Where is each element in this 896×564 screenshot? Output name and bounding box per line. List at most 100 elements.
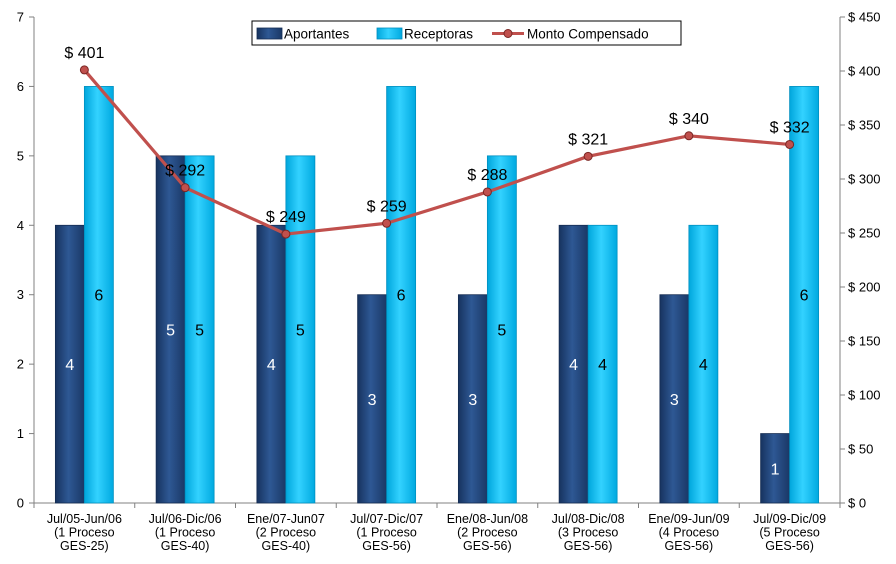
- bar-aportantes: [357, 294, 388, 504]
- bar-aportantes: [155, 155, 186, 504]
- bar-label-aportantes: 3: [368, 392, 377, 409]
- legend-label-aportantes: Aportantes: [284, 27, 350, 42]
- y-left-tick-label: 7: [17, 10, 24, 25]
- line-point: [785, 139, 795, 149]
- bar-receptoras: [184, 155, 215, 504]
- x-tick-label: Jul/05-Jun/06 (1 Proceso GES-25): [47, 512, 122, 553]
- y-right-tick-label: $ 0: [848, 496, 866, 511]
- y-right-tick-label: $ 350: [848, 118, 881, 133]
- x-tick-label-line: (5 Proceso: [759, 526, 819, 540]
- x-tick-label-line: (1 Proceso: [356, 526, 416, 540]
- x-tick-label: Ene/08-Jun/08 (2 Proceso GES-56): [447, 512, 528, 553]
- bar-receptoras: [83, 86, 114, 504]
- x-tick-label-line: Jul/07-Dic/07: [350, 512, 423, 526]
- line-series: [79, 65, 795, 239]
- y-right-tick-label: $ 300: [848, 172, 881, 187]
- data-labels: 4 6 5 5 4 5 3 6 3 5 4 4 3 4 1 6 $ 401 $ 292 $ 249 $ 259 $ 28…: [64, 45, 809, 478]
- bar-label-receptoras: 4: [699, 357, 708, 374]
- legend-label-monto: Monto Compensado: [527, 27, 649, 42]
- x-tick-label-line: GES-56): [765, 539, 814, 553]
- legend-label-receptoras: Receptoras: [404, 27, 473, 42]
- line-monto-compensado: [83, 68, 790, 236]
- bar-label-receptoras: 5: [195, 322, 204, 339]
- x-tick-label-line: Jul/09-Dic/09: [753, 512, 826, 526]
- bar-label-receptoras: 6: [94, 288, 103, 305]
- bar-label-aportantes: 4: [65, 357, 74, 374]
- bar-label-aportantes: 3: [670, 392, 679, 409]
- bar-label-receptoras: 6: [800, 288, 809, 305]
- bar-receptoras: [688, 224, 719, 504]
- y-right-tick-label: $ 250: [848, 226, 881, 241]
- bar-receptoras: [587, 224, 618, 504]
- y-left-tick-label: 4: [17, 218, 24, 233]
- x-tick-label: Ene/07-Jun07 (2 Proceso GES-40): [247, 512, 325, 553]
- x-tick-label-line: Ene/07-Jun07: [247, 512, 325, 526]
- line-point-label: $ 292: [165, 163, 205, 180]
- bar-receptoras: [285, 155, 316, 504]
- y-left-tick-label: 6: [17, 79, 24, 94]
- y-left-tick-label: 2: [17, 357, 24, 372]
- x-tick-label: Jul/06-Dic/06 (1 Proceso GES-40): [149, 512, 222, 553]
- x-tick-label-line: Ene/09-Jun/09: [648, 512, 729, 526]
- line-point: [382, 218, 392, 228]
- legend-swatch-marker: [503, 29, 513, 38]
- x-tick-label-line: GES-40): [161, 539, 210, 553]
- y-right-tick-label: $ 150: [848, 334, 881, 349]
- bar-label-receptoras: 6: [397, 288, 406, 305]
- line-point-label: $ 288: [467, 167, 507, 184]
- line-point: [583, 151, 593, 161]
- x-tick-label-line: GES-56): [463, 539, 512, 553]
- x-tick-label-line: GES-56): [665, 539, 714, 553]
- x-tick-label-line: (3 Proceso: [558, 526, 618, 540]
- y-left-tick-label: 5: [17, 148, 24, 163]
- bar-label-aportantes: 4: [569, 357, 578, 374]
- bar-label-aportantes: 4: [267, 357, 276, 374]
- x-tick-label-line: Jul/08-Dic/08: [552, 512, 625, 526]
- axes: 0 1 2 3 4 5 6 7 $ 0 $ 50 $ 100 $ 150 $ 200 $ 250 $ 300…: [17, 10, 881, 554]
- bar-label-receptoras: 5: [296, 322, 305, 339]
- line-point-label: $ 249: [266, 209, 306, 226]
- bar-label-aportantes: 3: [468, 392, 477, 409]
- x-tick-label-line: (1 Proceso: [155, 526, 215, 540]
- bar-label-receptoras: 5: [497, 322, 506, 339]
- legend-swatch-aportantes: [256, 27, 283, 40]
- x-tick-label-line: Jul/06-Dic/06: [149, 512, 222, 526]
- y-right-tick-label: $ 450: [848, 10, 881, 25]
- x-tick-label-line: GES-25): [60, 539, 109, 553]
- bar-aportantes: [256, 224, 287, 504]
- x-tick-label: Jul/09-Dic/09 (5 Proceso GES-56): [753, 512, 826, 553]
- y-right-tick-label: $ 400: [848, 64, 881, 79]
- line-point-label: $ 259: [367, 198, 407, 215]
- line-point-label: $ 401: [64, 45, 104, 62]
- x-tick-label-line: Jul/05-Jun/06: [47, 512, 122, 526]
- bar-receptoras: [386, 86, 417, 504]
- line-point-label: $ 321: [568, 131, 608, 148]
- legend-box: [251, 20, 682, 46]
- line-point: [180, 183, 190, 193]
- y-left-tick-label: 0: [17, 496, 24, 511]
- line-point-label: $ 332: [770, 119, 810, 136]
- y-right-tick-label: $ 100: [848, 388, 881, 403]
- line-point: [482, 187, 492, 197]
- x-tick-label-line: (1 Proceso: [54, 526, 114, 540]
- y-left-tick-label: 1: [17, 426, 24, 441]
- legend-swatch-receptoras: [376, 27, 403, 40]
- bar-aportantes: [659, 294, 690, 504]
- bar-label-receptoras: 4: [598, 357, 607, 374]
- bars: [54, 86, 820, 504]
- x-tick-label-line: GES-40): [262, 539, 311, 553]
- x-tick-label-line: GES-56): [362, 539, 411, 553]
- line-point: [79, 65, 89, 75]
- line-point-label: $ 340: [669, 111, 709, 128]
- bar-label-aportantes: 5: [166, 322, 175, 339]
- x-tick-label-line: Ene/08-Jun/08: [447, 512, 528, 526]
- y-right-tick-label: $ 50: [848, 442, 873, 457]
- bar-aportantes: [760, 433, 791, 504]
- x-tick-label-line: (4 Proceso: [659, 526, 719, 540]
- bar-receptoras: [789, 86, 820, 504]
- bar-label-aportantes: 1: [771, 461, 780, 478]
- x-tick-label: Jul/07-Dic/07 (1 Proceso GES-56): [350, 512, 423, 553]
- y-right-tick-label: $ 200: [848, 280, 881, 295]
- x-tick-label: Ene/09-Jun/09 (4 Proceso GES-56): [648, 512, 729, 553]
